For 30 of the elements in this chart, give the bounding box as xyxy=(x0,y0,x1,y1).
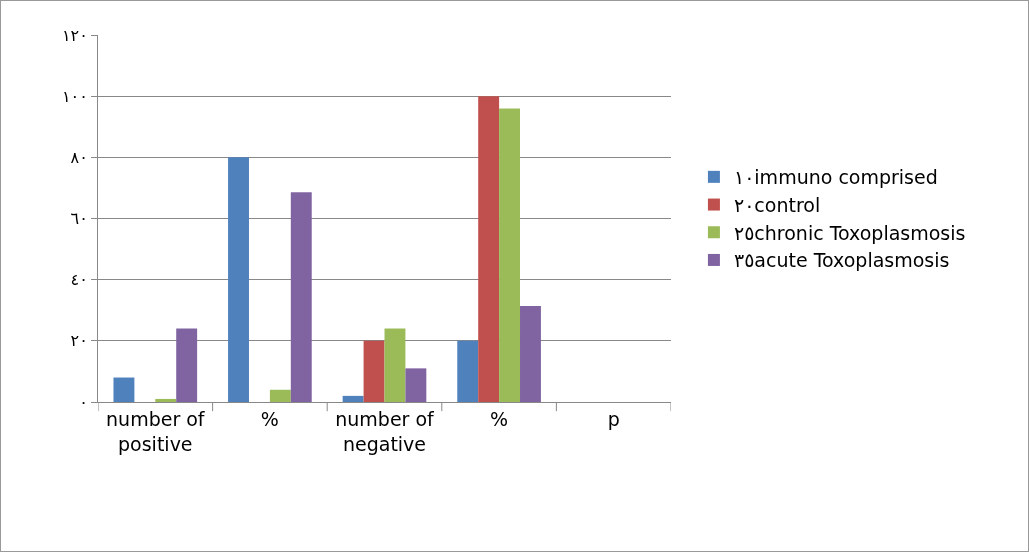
bar xyxy=(363,340,385,402)
y-tick-label: ٦٠ xyxy=(70,209,88,229)
y-tick-label: ١٢٠ xyxy=(62,25,88,45)
x-tick-label: % xyxy=(260,407,279,430)
bar xyxy=(176,328,198,402)
bar xyxy=(342,395,364,402)
y-tick-label: ٢٠ xyxy=(70,331,88,351)
bar xyxy=(478,96,500,402)
y-tick-label: ٤٠ xyxy=(70,270,88,290)
bar xyxy=(155,398,177,402)
x-tick-label: number of negative xyxy=(335,407,436,455)
y-tick-label: ١٠٠ xyxy=(62,86,88,106)
legend-label: ٢٥chronic Toxoplasmosis xyxy=(733,221,966,244)
bar xyxy=(384,328,406,402)
x-tick-label: number of positive xyxy=(106,407,206,455)
bar xyxy=(499,108,521,402)
bar xyxy=(457,340,479,402)
legend-label: ٣٥acute Toxoplasmosis xyxy=(733,249,950,272)
bar xyxy=(290,192,312,402)
bar xyxy=(228,157,249,402)
x-tick-label: p xyxy=(607,407,620,430)
legend-label: ١٠immuno comprised xyxy=(733,166,938,189)
y-tick-label: ٠ xyxy=(79,392,88,412)
x-tick-label: % xyxy=(490,407,509,430)
legend-label: ٢٠control xyxy=(733,193,821,216)
bar xyxy=(520,305,541,402)
y-tick-label: ٨٠ xyxy=(70,147,88,167)
bar xyxy=(269,389,291,402)
bar xyxy=(405,368,427,402)
bar xyxy=(113,377,135,402)
